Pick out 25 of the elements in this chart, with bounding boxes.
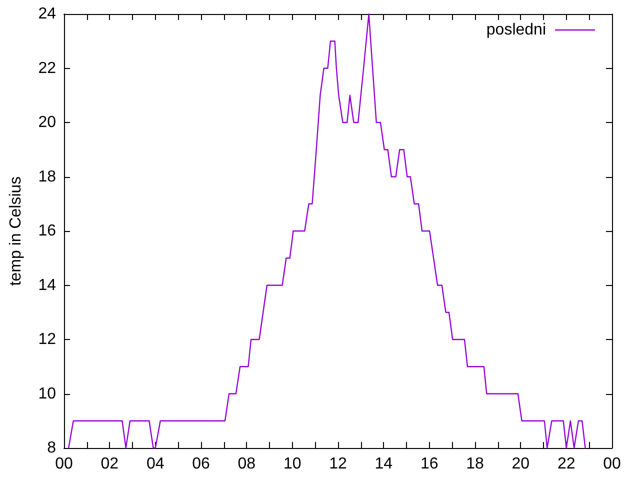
y-tick-label: 16	[38, 222, 56, 240]
legend-label: posledni	[486, 22, 546, 38]
y-tick-label: 20	[38, 114, 56, 131]
x-tick-label: 00	[55, 456, 73, 472]
x-tick-label: 22	[557, 456, 576, 472]
y-tick-label: 14	[38, 276, 56, 294]
x-tick-label: 00	[603, 456, 621, 472]
y-tick-label: 24	[38, 6, 56, 22]
x-tick-label: 08	[238, 456, 256, 472]
x-tick-label: 16	[420, 456, 438, 472]
x-tick-label: 18	[466, 456, 484, 472]
y-tick-label: 10	[38, 385, 56, 402]
x-tick-label: 10	[283, 456, 302, 472]
y-tick-label: 22	[38, 60, 56, 77]
y-tick-label: 8	[47, 440, 56, 456]
y-tick-label: 12	[38, 331, 56, 348]
x-tick-label: 02	[100, 456, 119, 472]
y-axis-title: temp in Celsius	[8, 176, 24, 286]
line-series	[68, 13, 586, 449]
x-tick-label: 14	[374, 456, 393, 472]
x-tick-label: 20	[512, 456, 530, 472]
y-tick-label: 18	[38, 168, 56, 186]
x-tick-label: 12	[329, 456, 347, 472]
x-tick-label: 06	[192, 456, 210, 472]
x-tick-label: 04	[146, 456, 164, 472]
